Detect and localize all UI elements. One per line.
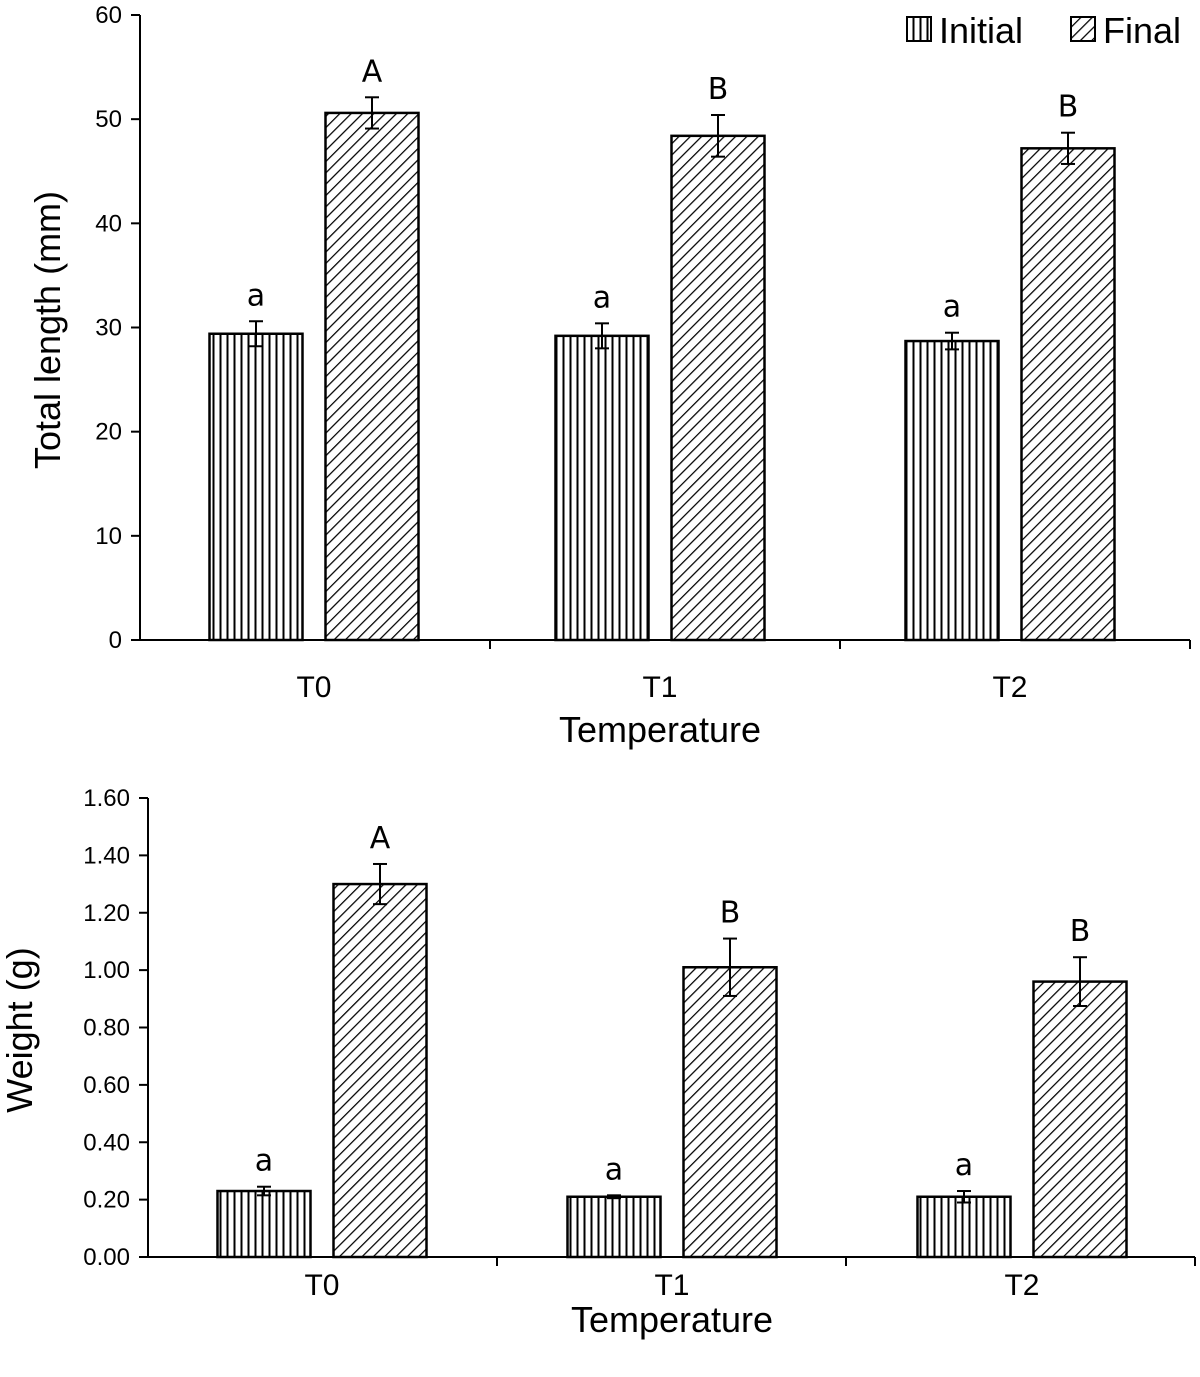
- significance-label: a: [593, 280, 611, 315]
- bar-initial-t2: [916, 1195, 1012, 1259]
- y-tick-label: 0.80: [83, 1015, 130, 1042]
- significance-label: B: [1058, 90, 1079, 125]
- significance-label: B: [1070, 914, 1091, 949]
- y-tick-label: 10: [95, 523, 122, 550]
- bar-initial-t0: [216, 1189, 312, 1259]
- x-category-label: T2: [1004, 1269, 1039, 1302]
- bar-initial-t2: [904, 339, 1000, 642]
- legend-swatch-final: [1070, 16, 1096, 42]
- bar-initial-t1: [554, 334, 650, 642]
- significance-label: a: [255, 1144, 273, 1179]
- bar-final-t2: [1032, 980, 1128, 1259]
- total-length-chart: Total length (mm) Temperature Initial Fi…: [27, 2, 1191, 750]
- y-tick-label: 50: [95, 106, 122, 133]
- significance-label: A: [362, 54, 383, 89]
- significance-label: B: [708, 72, 729, 107]
- significance-label: A: [370, 821, 391, 856]
- y-tick-label: 1.40: [83, 842, 130, 869]
- y-tick-label: 0.60: [83, 1072, 130, 1099]
- bar-final-t0: [332, 882, 428, 1259]
- y-tick-label: 0.40: [83, 1129, 130, 1156]
- y-tick-label: 30: [95, 315, 122, 342]
- legend: Initial Final: [906, 10, 1181, 51]
- x-category-label: T2: [992, 671, 1027, 704]
- y-axis-title-weight: Weight (g): [0, 947, 40, 1112]
- bar-initial-t0: [208, 332, 304, 642]
- y-tick-label: 60: [95, 2, 122, 29]
- x-axis-title-temperature: Temperature: [571, 1299, 773, 1340]
- bar-final-t0: [324, 111, 420, 642]
- x-category-label: T0: [296, 671, 331, 704]
- y-tick-label: 40: [95, 210, 122, 237]
- bar-initial-t1: [566, 1195, 662, 1259]
- significance-label: a: [943, 290, 961, 325]
- y-tick-label: 1.00: [83, 957, 130, 984]
- weight-chart: Weight (g) Temperature 0.00 0.20 0.40 0.60 0…: [0, 785, 1196, 1340]
- y-tick-label: 1.20: [83, 900, 130, 927]
- legend-label-initial: Initial: [939, 10, 1023, 51]
- y-axis-title-total-length: Total length (mm): [27, 191, 68, 469]
- significance-label: a: [247, 278, 265, 313]
- y-tick-label: 0: [109, 627, 122, 654]
- bar-final-t2: [1020, 147, 1116, 642]
- x-category-label: T0: [304, 1269, 339, 1302]
- legend-swatch-initial: [906, 16, 932, 42]
- y-tick-label: 20: [95, 419, 122, 446]
- legend-label-final: Final: [1103, 10, 1181, 51]
- y-tick-label: 0.00: [83, 1244, 130, 1271]
- y-tick-label: 1.60: [83, 785, 130, 812]
- bar-final-t1: [682, 966, 778, 1259]
- x-axis-title-temperature: Temperature: [559, 709, 761, 750]
- x-category-label: T1: [642, 671, 677, 704]
- significance-label: a: [605, 1152, 623, 1187]
- bar-final-t1: [670, 134, 766, 642]
- significance-label: a: [955, 1148, 973, 1183]
- x-category-label: T1: [654, 1269, 689, 1302]
- y-tick-label: 0.20: [83, 1187, 130, 1214]
- significance-label: B: [720, 896, 741, 931]
